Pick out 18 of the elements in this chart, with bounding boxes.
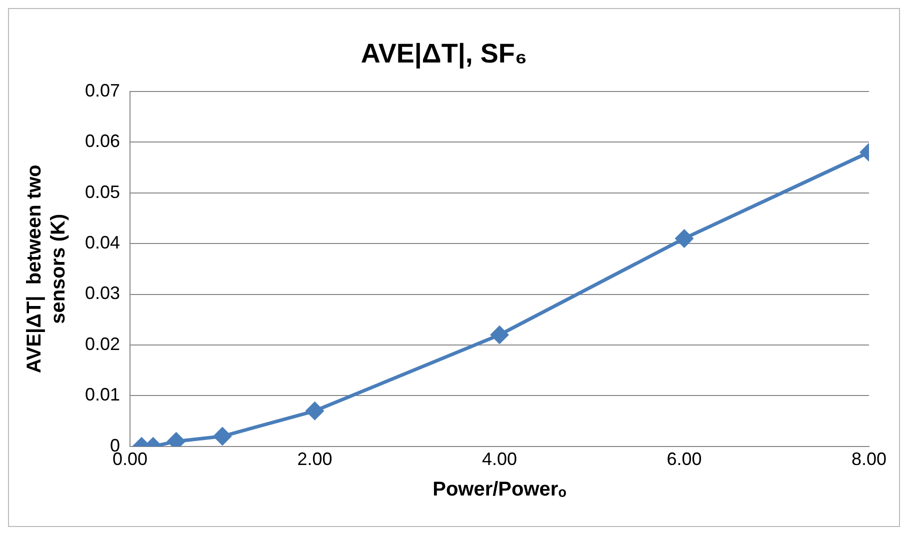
y-tick-label: 0.07 [84, 80, 120, 100]
x-tick-label: 4.00 [482, 449, 518, 470]
point [676, 230, 694, 248]
y-tick-label: 0.06 [84, 131, 120, 152]
y-tick-label: 0.04 [84, 232, 120, 253]
y-axis-title: AVE|ΔT| between two sensors (K) [24, 164, 70, 374]
x-tick-label: 2.00 [297, 449, 332, 470]
y-tick-label: 0.03 [84, 283, 120, 304]
chart-title: AVE|ΔT|, SF₆ [360, 38, 528, 69]
point [214, 428, 232, 446]
y-tick-label: 0.05 [84, 182, 120, 202]
x-tick-label: 8.00 [851, 449, 887, 470]
point [306, 402, 324, 420]
x-axis-title: Power/Powerₒ [432, 478, 566, 501]
x-tick-label: 6.00 [666, 449, 702, 470]
y-tick-label: 0.02 [84, 334, 120, 354]
point [490, 326, 508, 344]
y-tick-label: 0.01 [84, 384, 120, 405]
